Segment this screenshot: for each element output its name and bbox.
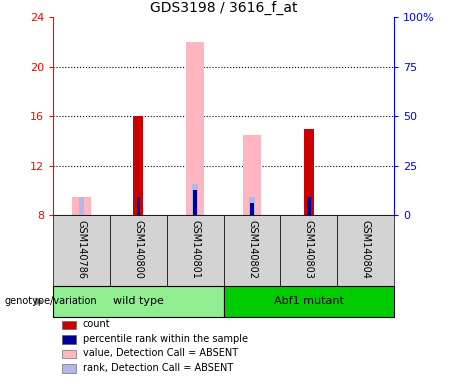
Text: count: count xyxy=(83,319,111,329)
Bar xyxy=(136,197,140,215)
Bar xyxy=(78,197,84,215)
Text: genotype/variation: genotype/variation xyxy=(5,296,97,306)
Text: percentile rank within the sample: percentile rank within the sample xyxy=(83,334,248,344)
Text: GSM140800: GSM140800 xyxy=(133,220,143,278)
Bar xyxy=(337,215,394,286)
Text: value, Detection Call = ABSENT: value, Detection Call = ABSENT xyxy=(83,348,238,358)
Text: rank, Detection Call = ABSENT: rank, Detection Call = ABSENT xyxy=(83,363,233,373)
Bar xyxy=(243,135,261,215)
Bar xyxy=(186,42,204,215)
Bar xyxy=(53,215,110,286)
Bar xyxy=(304,129,314,215)
Bar xyxy=(280,215,337,286)
Bar xyxy=(192,184,198,215)
Text: wild type: wild type xyxy=(113,296,164,306)
Bar xyxy=(133,116,143,215)
Bar xyxy=(224,286,394,317)
Bar xyxy=(167,215,224,286)
Text: GSM140802: GSM140802 xyxy=(247,220,257,279)
Bar xyxy=(307,197,311,215)
Text: Abf1 mutant: Abf1 mutant xyxy=(274,296,344,306)
Text: GSM140786: GSM140786 xyxy=(77,220,87,279)
Bar xyxy=(72,197,90,215)
Bar xyxy=(194,190,197,215)
Text: GSM140801: GSM140801 xyxy=(190,220,200,278)
Text: GSM140804: GSM140804 xyxy=(361,220,371,278)
Bar xyxy=(110,215,167,286)
Bar xyxy=(250,203,254,215)
Title: GDS3198 / 3616_f_at: GDS3198 / 3616_f_at xyxy=(150,1,297,15)
Text: GSM140803: GSM140803 xyxy=(304,220,314,278)
Bar xyxy=(53,286,224,317)
Bar xyxy=(249,197,255,215)
Bar xyxy=(224,215,280,286)
